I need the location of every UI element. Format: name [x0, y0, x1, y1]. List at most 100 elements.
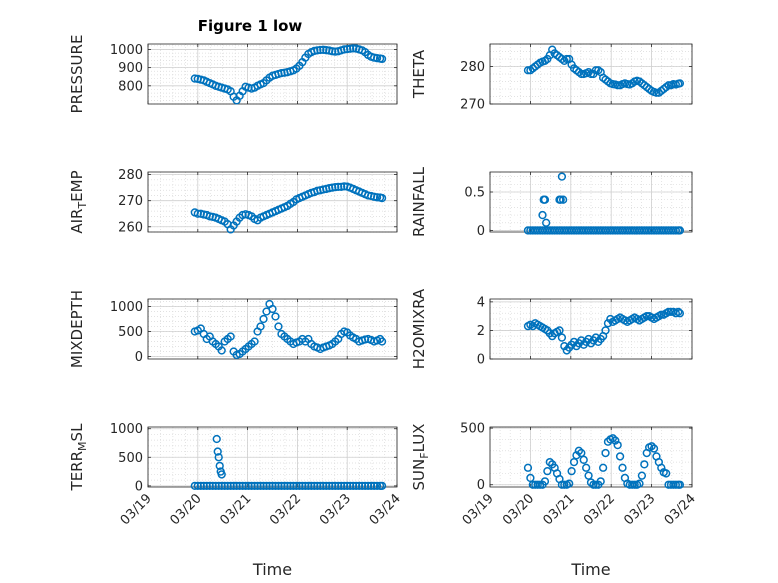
y-tick-label: 280 — [460, 60, 485, 75]
data-point — [343, 481, 352, 491]
data-point — [601, 326, 610, 335]
data-point — [223, 481, 232, 491]
data-point — [613, 440, 622, 450]
data-point — [301, 481, 310, 491]
data-point — [557, 172, 567, 181]
axes-box — [147, 298, 398, 360]
data-point — [357, 481, 367, 491]
y-tick-label: 280 — [118, 168, 143, 183]
data-point — [649, 444, 659, 453]
data-point — [211, 481, 220, 491]
data-point — [238, 481, 247, 491]
data-point — [349, 481, 358, 491]
data-point — [543, 467, 552, 476]
data-point — [226, 332, 235, 341]
data-point — [307, 481, 316, 491]
data-point — [289, 481, 298, 491]
data-point — [346, 481, 355, 491]
y-axis-label: THETA — [410, 49, 428, 99]
x-tick-label: 03/24 — [367, 491, 404, 528]
data-point — [577, 69, 586, 79]
data-series — [523, 307, 685, 355]
data-point — [582, 463, 591, 472]
data-point — [316, 45, 325, 55]
data-point — [526, 473, 535, 483]
data-point — [259, 481, 268, 491]
data-point — [363, 481, 373, 491]
y-tick-label: 270 — [460, 98, 485, 113]
data-point — [343, 44, 352, 54]
data-point — [675, 309, 685, 318]
data-point — [190, 481, 199, 491]
data-point — [292, 481, 301, 491]
data-point — [319, 45, 328, 54]
y-tick-label: 260 — [118, 220, 143, 235]
data-point — [334, 481, 343, 491]
data-point — [274, 322, 283, 331]
data-point — [377, 337, 387, 346]
y-axis-label: TERRMSL — [68, 423, 89, 492]
data-point — [545, 457, 554, 467]
data-point — [328, 47, 337, 56]
y-axis-label: PRESSURE — [68, 35, 86, 114]
data-point — [675, 79, 685, 88]
data-point — [268, 481, 277, 491]
data-point — [235, 481, 244, 491]
data-point — [377, 481, 387, 491]
data-point — [247, 481, 256, 491]
figure-title: Figure 1 low — [198, 17, 303, 35]
data-point — [589, 480, 598, 489]
data-point — [584, 471, 593, 480]
data-point — [212, 434, 221, 444]
data-point — [608, 434, 617, 443]
y-tick-label: 1000 — [110, 300, 143, 315]
data-point — [671, 226, 680, 235]
y-tick-label: 0 — [477, 353, 485, 368]
data-series — [523, 172, 685, 235]
data-point — [642, 311, 651, 321]
data-point — [542, 218, 551, 227]
data-point — [256, 322, 265, 331]
data-point — [259, 314, 268, 324]
y-tick-label: 270 — [118, 194, 143, 209]
data-point — [538, 210, 547, 220]
x-tick-label: 03/21 — [541, 491, 578, 528]
data-point — [640, 460, 649, 469]
data-point — [277, 481, 286, 491]
x-tick-label: 03/22 — [581, 491, 618, 528]
y-tick-label: 4 — [477, 295, 485, 310]
data-point — [215, 461, 224, 471]
data-point — [313, 46, 322, 55]
y-tick-label: 0 — [135, 479, 143, 494]
data-point — [319, 481, 328, 491]
data-point — [286, 481, 295, 491]
data-point — [213, 447, 222, 456]
data-point — [340, 481, 349, 491]
data-point — [601, 448, 610, 458]
data-point — [372, 481, 382, 491]
y-axis-label: AIRTEMP — [68, 170, 89, 233]
axes-box — [489, 298, 693, 360]
data-point — [540, 477, 550, 486]
y-tick-label: 0 — [477, 224, 485, 239]
data-point — [250, 481, 259, 491]
data-point — [360, 335, 370, 344]
data-point — [572, 451, 581, 460]
data-series — [523, 434, 685, 489]
data-point — [328, 481, 337, 491]
data-point — [253, 481, 262, 491]
data-point — [352, 481, 361, 491]
y-tick-label: 900 — [118, 61, 143, 76]
subplot-terr-msl: 0 500 1000 TERRMSL 03/19 03/20 03/21 03/22 03/23… — [68, 422, 404, 579]
data-point — [262, 481, 271, 491]
data-point — [579, 455, 588, 464]
data-point — [331, 481, 340, 491]
data-point — [647, 442, 656, 451]
data-point — [591, 66, 600, 75]
data-point — [630, 480, 639, 489]
data-point — [596, 477, 605, 486]
data-point — [334, 182, 343, 192]
data-point — [372, 193, 382, 202]
y-axis-label: H2OMIXRA — [410, 288, 428, 369]
